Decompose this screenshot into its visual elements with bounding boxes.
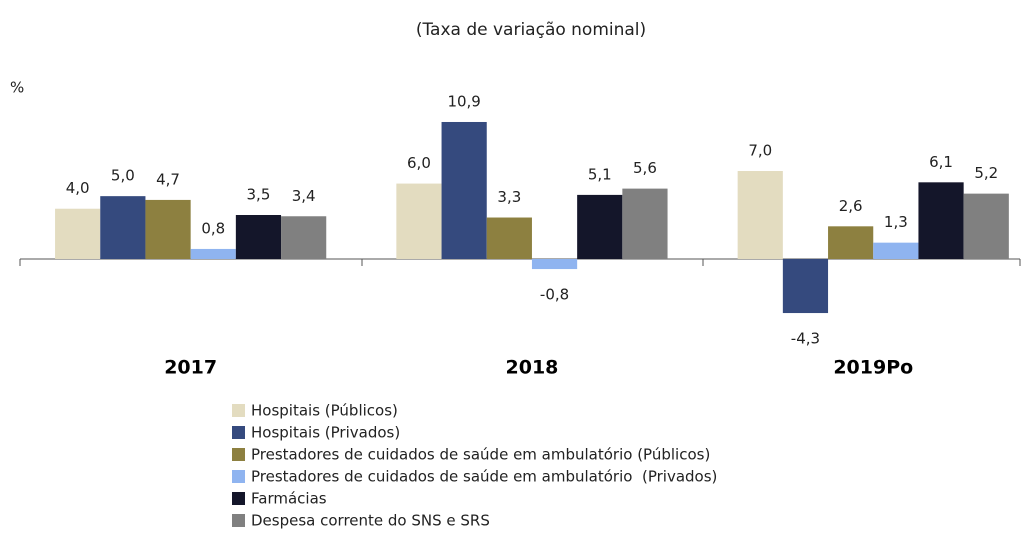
legend-label: Farmácias <box>251 490 327 508</box>
legend-swatch <box>232 470 245 483</box>
bar <box>486 217 532 259</box>
value-label: 7,0 <box>748 142 772 160</box>
bar <box>100 196 146 259</box>
value-label: 5,2 <box>974 164 998 182</box>
x-tick-label: 2019Po <box>833 357 913 379</box>
value-label: 5,6 <box>633 159 657 177</box>
bar <box>577 194 623 259</box>
x-tick-label: 2018 <box>506 357 559 379</box>
x-tick-label: 2017 <box>164 357 217 379</box>
bar <box>531 259 578 270</box>
value-label: 5,0 <box>111 167 135 185</box>
value-label: 1,3 <box>884 213 908 231</box>
legend-swatch <box>232 514 245 527</box>
value-label: 2,6 <box>839 197 863 215</box>
bar <box>737 171 783 259</box>
value-label: 4,7 <box>156 170 180 188</box>
value-label: -4,3 <box>791 330 820 348</box>
value-label: 5,1 <box>588 165 612 183</box>
legend-swatch <box>232 426 245 439</box>
value-label: 10,9 <box>447 92 480 110</box>
legend-label: Hospitais (Privados) <box>251 424 400 442</box>
bar <box>190 248 236 259</box>
legend-label: Prestadores de cuidados de saúde em ambu… <box>251 446 710 464</box>
bar <box>963 193 1009 259</box>
bar <box>235 215 282 259</box>
legend-label: Hospitais (Públicos) <box>251 402 398 420</box>
value-label: 6,1 <box>929 153 953 171</box>
legend-label: Despesa corrente do SNS e SRS <box>251 512 490 530</box>
legend-swatch <box>232 448 245 461</box>
value-label: 3,4 <box>292 187 316 205</box>
value-label: 6,0 <box>407 154 431 172</box>
value-label: -0,8 <box>540 286 569 304</box>
value-label: 3,5 <box>247 186 271 204</box>
value-label: 3,3 <box>497 188 521 206</box>
legend-swatch <box>232 404 245 417</box>
legend-swatch <box>232 492 245 505</box>
bar <box>145 199 191 259</box>
bar <box>828 226 874 259</box>
legend-label: Prestadores de cuidados de saúde em ambu… <box>251 468 717 486</box>
bar <box>281 216 327 259</box>
y-axis-label: % <box>10 79 24 97</box>
bar <box>622 188 668 259</box>
bar <box>441 121 487 259</box>
chart-title: (Taxa de variação nominal) <box>416 20 646 40</box>
value-label: 0,8 <box>201 219 225 237</box>
bar <box>918 182 964 259</box>
value-label: 4,0 <box>66 179 90 197</box>
bar <box>782 259 829 314</box>
bar <box>396 183 442 259</box>
bar <box>55 208 101 259</box>
bar <box>873 242 919 259</box>
